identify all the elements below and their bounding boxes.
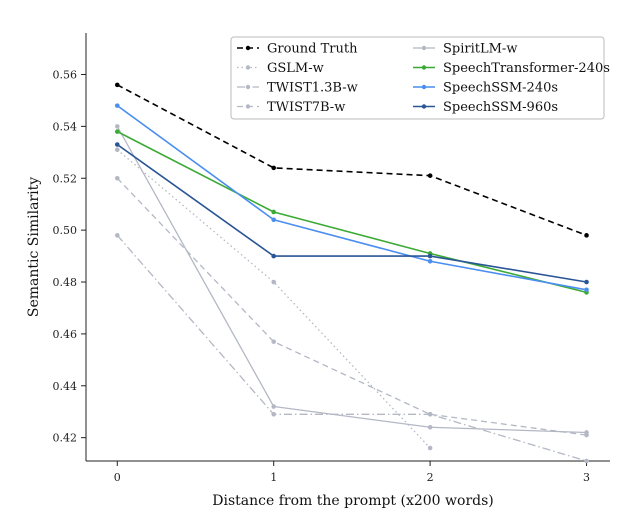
data-point bbox=[114, 124, 120, 129]
data-point bbox=[584, 287, 589, 293]
x-axis-title: Distance from the prompt (x200 words) bbox=[212, 493, 494, 509]
data-point bbox=[271, 209, 277, 215]
data-point bbox=[584, 279, 589, 285]
legend: Ground Truth GSLM-w TWIST1.3B-w TWIST7B-w Sp… bbox=[230, 36, 610, 120]
data-point bbox=[427, 424, 433, 430]
y-tick-label: 0.56 bbox=[53, 69, 78, 82]
series-line-5 bbox=[116, 130, 587, 294]
y-tick-label: 0.54 bbox=[53, 120, 78, 133]
data-point bbox=[584, 458, 589, 464]
data-point bbox=[271, 412, 277, 417]
y-tick-label: 0.50 bbox=[53, 224, 78, 237]
data-point bbox=[271, 404, 277, 409]
legend-marker-3 bbox=[245, 104, 251, 109]
series-line-7 bbox=[116, 143, 587, 283]
data-point bbox=[114, 175, 120, 181]
x-tick-label: 0 bbox=[114, 471, 121, 484]
data-point bbox=[271, 253, 277, 259]
y-tick-label: 0.42 bbox=[53, 432, 78, 445]
legend-label-7: SpeechSSM-960s bbox=[443, 100, 558, 115]
legend-label-4: SpiritLM-w bbox=[443, 42, 517, 57]
y-tick-label: 0.46 bbox=[53, 328, 78, 341]
legend-label-2: TWIST1.3B-w bbox=[267, 81, 358, 96]
y-tick-label: 0.52 bbox=[53, 172, 78, 185]
data-point bbox=[114, 147, 120, 153]
data-point bbox=[271, 217, 277, 223]
y-tick-label: 0.48 bbox=[53, 276, 78, 289]
data-point bbox=[427, 173, 433, 178]
x-tick-label: 2 bbox=[427, 471, 434, 484]
data-point bbox=[114, 82, 120, 88]
series-line-0 bbox=[116, 84, 587, 237]
data-point bbox=[427, 445, 433, 451]
legend-label-0: Ground Truth bbox=[267, 42, 358, 57]
legend-marker-7 bbox=[421, 104, 427, 109]
legend-marker-0 bbox=[245, 45, 251, 51]
data-point bbox=[271, 165, 277, 171]
legend-label-3: TWIST7B-w bbox=[267, 100, 345, 115]
data-point bbox=[584, 233, 589, 238]
data-point bbox=[584, 430, 589, 435]
plot-area: 0.42 0.44 0.46 0.48 0.50 0.52 0.54 0.56 0 1 2 3 Dist… bbox=[26, 33, 610, 509]
data-point bbox=[114, 129, 120, 134]
data-point bbox=[427, 258, 433, 264]
series-line-1 bbox=[116, 149, 431, 449]
data-point bbox=[114, 142, 120, 147]
legend-label-5: SpeechTransformer-240s bbox=[443, 61, 610, 76]
series-line-6 bbox=[116, 104, 587, 291]
legend-marker-5 bbox=[421, 65, 427, 70]
y-axis-title: Semantic Similarity bbox=[26, 177, 42, 317]
legend-marker-2 bbox=[245, 84, 251, 90]
series-line-2 bbox=[116, 234, 587, 462]
x-tick-label: 3 bbox=[583, 471, 590, 484]
data-point bbox=[271, 339, 277, 344]
series-line-3 bbox=[116, 177, 587, 436]
data-point bbox=[114, 233, 120, 238]
legend-label-6: SpeechSSM-240s bbox=[443, 81, 558, 96]
legend-label-1: GSLM-w bbox=[267, 61, 324, 76]
legend-marker-6 bbox=[421, 84, 427, 90]
data-point bbox=[427, 412, 433, 417]
data-point bbox=[427, 253, 433, 259]
y-tick-label: 0.44 bbox=[53, 380, 78, 393]
legend-marker-1 bbox=[245, 65, 251, 70]
x-tick-label: 1 bbox=[270, 471, 277, 484]
data-point bbox=[271, 279, 277, 285]
data-point bbox=[114, 103, 120, 108]
legend-marker-4 bbox=[421, 45, 427, 51]
series-line-4 bbox=[116, 126, 587, 434]
legend-box bbox=[230, 36, 605, 120]
